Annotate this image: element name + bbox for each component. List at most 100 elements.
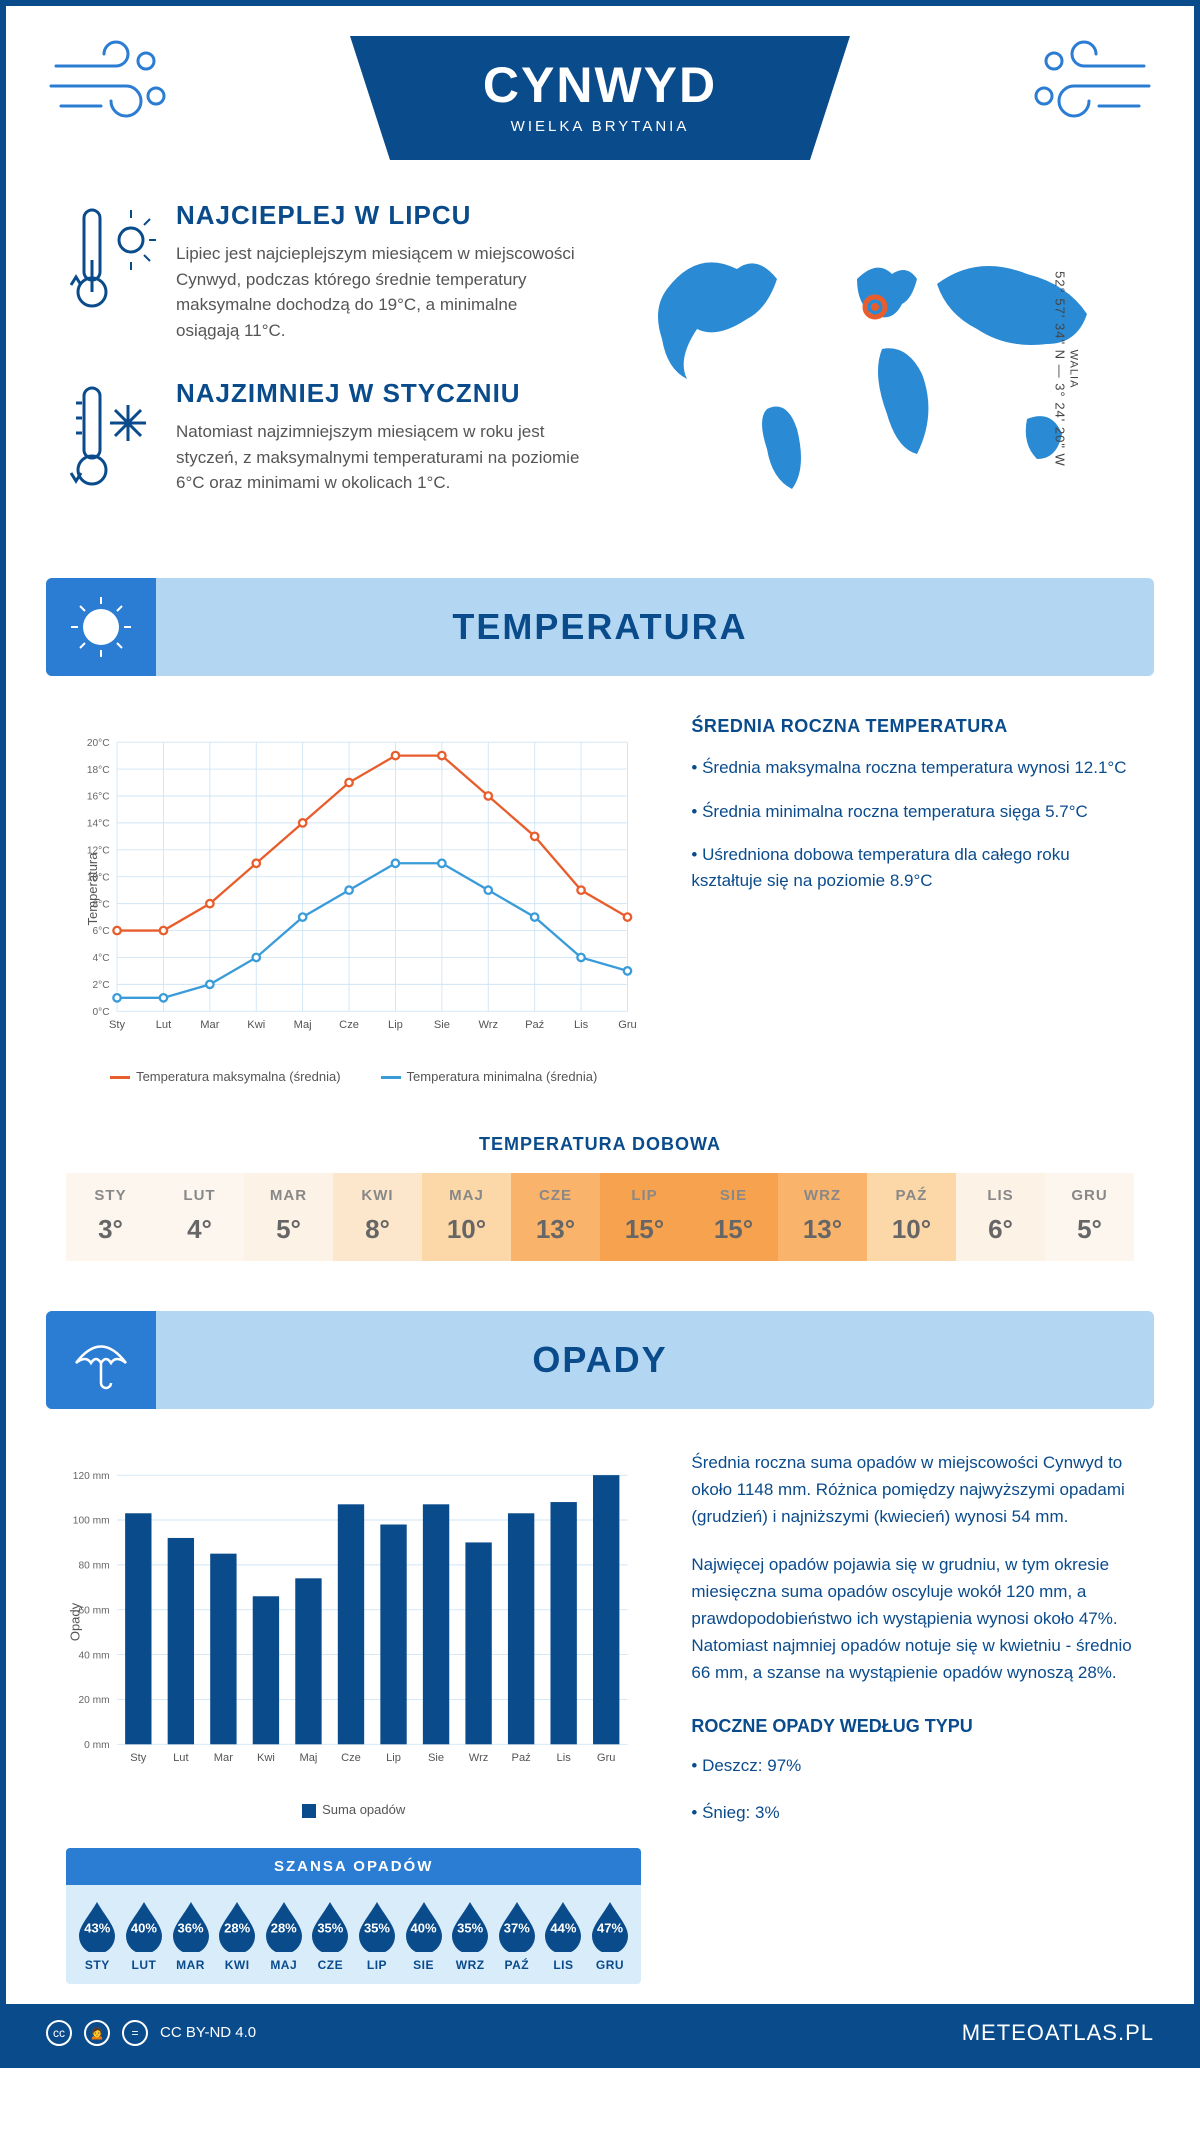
svg-text:4°C: 4°C [93,953,110,964]
svg-text:Lip: Lip [388,1019,403,1031]
svg-text:Lut: Lut [173,1752,189,1764]
section-title: TEMPERATURA [46,606,1154,648]
cc-icon: cc [46,2020,72,2046]
wind-icon [1024,36,1154,131]
chance-cell: 40%LUT [121,1900,168,1972]
svg-text:Wrz: Wrz [478,1019,498,1031]
svg-text:2°C: 2°C [93,980,110,991]
svg-text:14°C: 14°C [87,819,110,830]
chance-cell: 35%WRZ [447,1900,494,1972]
chance-cell: 47%GRU [587,1900,634,1972]
section-title: OPADY [46,1339,1154,1381]
svg-text:20°C: 20°C [87,738,110,749]
svg-text:Cze: Cze [339,1019,359,1031]
chance-cell: 40%SIE [400,1900,447,1972]
svg-text:6°C: 6°C [93,926,110,937]
site-name: METEOATLAS.PL [962,2020,1154,2046]
svg-text:Maj: Maj [299,1752,317,1764]
chance-cell: 44%LIS [540,1900,587,1972]
country-subtitle: WIELKA BRYTANIA [430,118,770,135]
daily-cell: CZE13° [511,1173,600,1261]
svg-text:40 mm: 40 mm [78,1650,109,1661]
svg-text:Lip: Lip [386,1752,401,1764]
warmest-title: NAJCIEPLEJ W LIPCU [176,200,580,231]
daily-cell: SIE15° [689,1173,778,1261]
page-footer: cc 🙍 = CC BY-ND 4.0 METEOATLAS.PL [6,2004,1194,2062]
daily-cell: GRU5° [1045,1173,1134,1261]
svg-text:Sty: Sty [109,1019,126,1031]
thermometer-snow-icon [66,378,156,503]
svg-text:60 mm: 60 mm [78,1605,109,1616]
precip-legend: Suma opadów [66,1802,641,1818]
svg-text:Lut: Lut [156,1019,172,1031]
sun-icon [46,578,156,676]
svg-text:16°C: 16°C [87,792,110,803]
precip-bar-chart: Opady 0 mm20 mm40 mm60 mm80 mm100 mm120 … [66,1449,641,1794]
page-header: CYNWYD WIELKA BRYTANIA [6,6,1194,200]
svg-text:Wrz: Wrz [469,1752,489,1764]
svg-text:Paź: Paź [512,1752,532,1764]
svg-text:Gru: Gru [597,1752,616,1764]
umbrella-icon [46,1311,156,1409]
coldest-text: Natomiast najzimniejszym miesiącem w rok… [176,419,580,496]
daily-cell: KWI8° [333,1173,422,1261]
chance-cell: 36%MAR [167,1900,214,1972]
svg-text:Lis: Lis [574,1019,589,1031]
daily-cell: MAR5° [244,1173,333,1261]
svg-text:Gru: Gru [618,1019,637,1031]
svg-text:Lis: Lis [557,1752,572,1764]
coordinates: WALIA 52° 57' 34" N — 3° 24' 20" W [1053,271,1080,467]
license-text: CC BY-ND 4.0 [160,2024,256,2041]
svg-text:Kwi: Kwi [247,1019,265,1031]
chance-cell: 35%CZE [307,1900,354,1972]
wind-icon [46,36,176,131]
chance-title: SZANSA OPADÓW [66,1848,641,1885]
svg-text:0 mm: 0 mm [84,1740,109,1751]
temp-legend: Temperatura maksymalna (średnia) Tempera… [66,1069,641,1084]
chance-cell: 28%KWI [214,1900,261,1972]
svg-text:Mar: Mar [200,1019,219,1031]
svg-text:Cze: Cze [341,1752,361,1764]
daily-cell: LUT4° [155,1173,244,1261]
daily-temp-table: STY3°LUT4°MAR5°KWI8°MAJ10°CZE13°LIP15°SI… [66,1173,1134,1261]
chance-row: 43%STY40%LUT36%MAR28%KWI28%MAJ35%CZE35%L… [66,1885,641,1984]
daily-cell: MAJ10° [422,1173,511,1261]
daily-cell: STY3° [66,1173,155,1261]
coldest-title: NAJZIMNIEJ W STYCZNIU [176,378,580,409]
daily-cell: WRZ13° [778,1173,867,1261]
daily-cell: LIS6° [956,1173,1045,1261]
svg-text:Mar: Mar [214,1752,233,1764]
by-icon: 🙍 [84,2020,110,2046]
chance-cell: 28%MAJ [260,1900,307,1972]
svg-text:Maj: Maj [294,1019,312,1031]
nd-icon: = [122,2020,148,2046]
coldest-block: NAJZIMNIEJ W STYCZNIU Natomiast najzimni… [66,378,580,503]
temperature-banner: TEMPERATURA [46,578,1154,676]
svg-text:Paź: Paź [525,1019,545,1031]
svg-text:100 mm: 100 mm [73,1516,110,1527]
chance-cell: 35%LIP [354,1900,401,1972]
svg-text:80 mm: 80 mm [78,1561,109,1572]
daily-cell: PAŹ10° [867,1173,956,1261]
temp-info: ŚREDNIA ROCZNA TEMPERATURA • Średnia mak… [691,716,1134,1084]
chance-cell: 43%STY [74,1900,121,1972]
svg-text:Sty: Sty [130,1752,147,1764]
daily-temp-title: TEMPERATURA DOBOWA [6,1134,1194,1155]
warmest-text: Lipiec jest najcieplejszym miesiącem w m… [176,241,580,343]
svg-text:18°C: 18°C [87,765,110,776]
svg-text:Kwi: Kwi [257,1752,275,1764]
svg-text:Sie: Sie [434,1019,450,1031]
city-title: CYNWYD [430,56,770,114]
svg-text:120 mm: 120 mm [73,1471,110,1482]
svg-text:Sie: Sie [428,1752,444,1764]
chance-cell: 37%PAŹ [493,1900,540,1972]
precip-info: Średnia roczna suma opadów w miejscowośc… [691,1449,1134,1984]
svg-text:0°C: 0°C [93,1007,110,1018]
precip-banner: OPADY [46,1311,1154,1409]
daily-cell: LIP15° [600,1173,689,1261]
temperature-line-chart: Temperatura 0°C2°C4°C6°C8°C10°C12°C14°C1… [66,716,641,1061]
thermometer-sun-icon [66,200,156,343]
svg-text:20 mm: 20 mm [78,1695,109,1706]
warmest-block: NAJCIEPLEJ W LIPCU Lipiec jest najcieple… [66,200,580,343]
title-banner: CYNWYD WIELKA BRYTANIA [350,36,850,160]
